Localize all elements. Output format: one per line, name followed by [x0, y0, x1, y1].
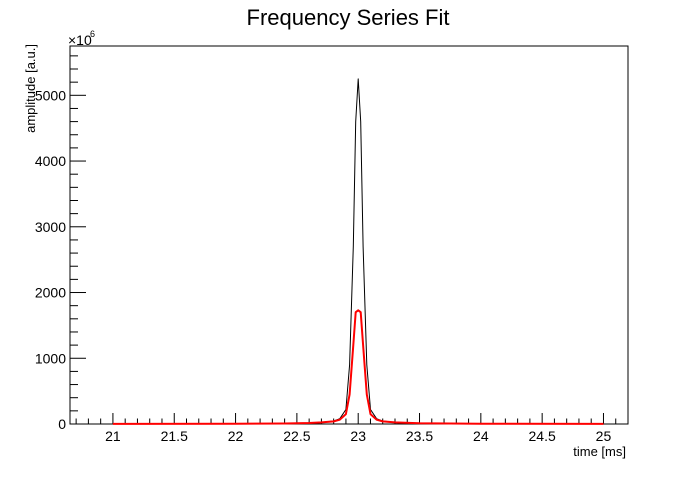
- x-tick-label: 23: [350, 428, 366, 444]
- y-tick-label: 0: [58, 416, 66, 432]
- x-tick-label: 25: [596, 428, 612, 444]
- data-series-line: [112, 78, 604, 425]
- plot-frame: [69, 45, 629, 425]
- x-tick-label: 23.5: [406, 428, 433, 444]
- x-tick-label: 22: [228, 428, 244, 444]
- y-tick-label: 2000: [35, 285, 66, 301]
- x-tick-label: 21: [105, 428, 121, 444]
- y-tick-label: 1000: [35, 350, 66, 366]
- x-tick-label: 24.5: [529, 428, 556, 444]
- y-tick-label: 5000: [35, 87, 66, 103]
- y-exponent-label: ×10 6: [68, 29, 95, 48]
- chart-title: Frequency Series Fit: [247, 5, 450, 30]
- x-axis-ticks: 21 21.5 22 22.5 23 23.5 24 24.5 25: [75, 413, 629, 444]
- y-axis-label: amplitude [a.u.]: [23, 44, 38, 133]
- x-tick-label: 21.5: [161, 428, 188, 444]
- y-tick-label: 3000: [35, 219, 66, 235]
- x-tick-label: 24: [473, 428, 489, 444]
- y-axis-ticks: 0 1000 2000 3000 4000 5000: [35, 55, 86, 432]
- y-exponent-base: ×10: [68, 32, 92, 48]
- series-layer: [112, 78, 604, 425]
- y-tick-label: 4000: [35, 153, 66, 169]
- fit-series-line: [112, 309, 604, 425]
- x-tick-label: 22.5: [283, 428, 310, 444]
- y-exponent-power: 6: [90, 29, 95, 39]
- x-axis-label: time [ms]: [573, 444, 626, 459]
